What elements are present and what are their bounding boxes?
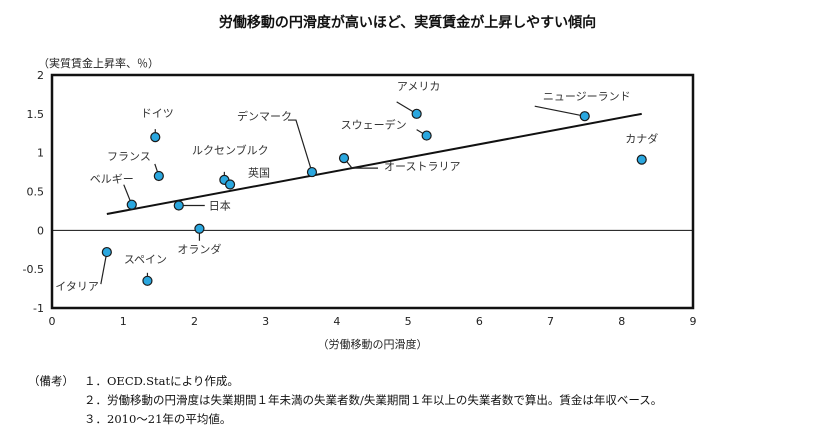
chart-title: 労働移動の円滑度が高いほど、実質賃金が上昇しやすい傾向 — [218, 15, 597, 31]
data-point — [194, 223, 205, 234]
x-tick-label: 3 — [262, 315, 269, 328]
data-point — [421, 130, 432, 141]
x-tick-label: 8 — [618, 315, 625, 328]
note-row: ３．2010～21年の平均値。 — [28, 410, 662, 429]
point-label: ルクセンブルク — [192, 143, 269, 157]
notes: （備考） １．OECD.Statにより作成。 ２．労働移動の円滑度は失業期間１年未… — [28, 372, 662, 429]
x-tick-label: 1 — [120, 315, 127, 328]
data-point — [101, 246, 112, 258]
x-tick-label: 2 — [191, 315, 198, 328]
data-point — [411, 108, 422, 119]
data-point — [153, 170, 164, 182]
leader-line — [287, 119, 313, 173]
point-label: オランダ — [177, 242, 221, 256]
x-tick-label: 6 — [476, 315, 483, 328]
leader-line — [534, 105, 585, 117]
data-point — [150, 132, 161, 143]
point-label: スウェーデン — [341, 118, 407, 132]
point-label: ニュージーランド — [543, 90, 631, 103]
point-label: ベルギー — [90, 173, 134, 186]
y-axis-label: （実質賃金上昇率、％） — [38, 56, 159, 70]
data-point — [636, 154, 647, 165]
data-point — [306, 166, 318, 178]
y-tick-label: 1.5 — [27, 108, 45, 121]
point-label: スペイン — [124, 253, 167, 266]
data-point — [579, 111, 590, 122]
point-label: デンマーク — [237, 109, 292, 123]
y-tick-label: 1 — [37, 147, 44, 160]
x-tick-label: 4 — [333, 315, 340, 328]
point-label: オーストラリア — [384, 160, 460, 173]
point-label: アメリカ — [397, 80, 440, 93]
point-label: 英国 — [248, 166, 270, 180]
trend-line — [106, 112, 642, 216]
notes-head: （備考） — [28, 374, 74, 388]
y-tick-label: 2 — [37, 69, 44, 82]
data-point — [126, 199, 137, 210]
x-tick-label: 7 — [547, 315, 554, 328]
note-item: ３．2010～21年の平均値。 — [84, 412, 232, 426]
data-point — [173, 200, 184, 211]
point-label: カナダ — [625, 132, 658, 146]
note-item: １．OECD.Statにより作成。 — [84, 374, 239, 388]
leader-line — [100, 251, 108, 285]
point-label: 日本 — [209, 198, 231, 212]
x-tick-label: 0 — [49, 315, 56, 328]
point-label: イタリア — [55, 280, 99, 293]
point-label: フランス — [107, 150, 151, 163]
y-tick-label: 0 — [37, 224, 44, 237]
y-tick-label: -1 — [33, 302, 44, 315]
y-tick-label: -0.5 — [23, 263, 44, 276]
plot-frame — [50, 73, 695, 310]
x-tick-label: 5 — [405, 315, 412, 328]
data-point — [224, 179, 236, 190]
note-item: ２．労働移動の円滑度は失業期間１年未満の失業者数/失業期間１年以上の失業者数で算… — [84, 393, 663, 407]
note-row: ２．労働移動の円滑度は失業期間１年未満の失業者数/失業期間１年以上の失業者数で算… — [28, 391, 662, 410]
data-point — [338, 153, 350, 164]
x-tick-label: 9 — [690, 315, 697, 328]
point-label: ドイツ — [141, 107, 174, 120]
note-row: （備考） １．OECD.Statにより作成。 — [28, 372, 662, 391]
data-point — [142, 275, 153, 286]
x-axis-label: （労働移動の円滑度） — [318, 337, 428, 351]
y-tick-label: 0.5 — [27, 186, 45, 199]
